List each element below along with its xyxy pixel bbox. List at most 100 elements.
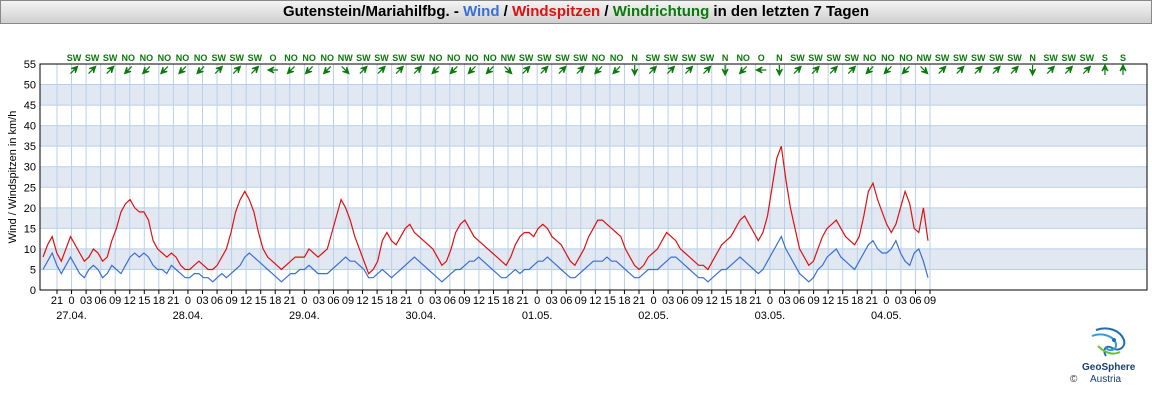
direction-arrow-icon bbox=[1010, 65, 1019, 74]
direction-arrow-icon bbox=[540, 65, 549, 74]
x-tick-label: 0 bbox=[883, 295, 889, 307]
plot-frame bbox=[39, 63, 1148, 291]
y-tick-label: 15 bbox=[24, 223, 36, 235]
x-tick-label: 03 bbox=[80, 295, 92, 307]
x-tick-label: 21 bbox=[866, 295, 878, 307]
direction-arrow-icon bbox=[141, 66, 151, 75]
x-tick-label: 09 bbox=[109, 295, 121, 307]
direction-label: NO bbox=[176, 53, 190, 63]
x-tick-label: 09 bbox=[458, 295, 470, 307]
direction-arrow-icon bbox=[754, 66, 767, 74]
direction-arrow-icon bbox=[738, 66, 748, 75]
day-label: 04.05. bbox=[871, 310, 902, 322]
y-tick-label: 35 bbox=[24, 141, 36, 153]
x-tick-label: 15 bbox=[255, 295, 267, 307]
x-tick-label: 21 bbox=[51, 295, 63, 307]
direction-arrow-icon bbox=[793, 65, 802, 74]
x-tick-label: 03 bbox=[895, 295, 907, 307]
direction-arrow-icon bbox=[865, 66, 874, 75]
direction-label: SW bbox=[103, 53, 118, 63]
direction-label: O bbox=[758, 53, 765, 63]
title-station: Gutenstein/Mariahilfbg. - bbox=[282, 3, 463, 20]
direction-arrow-icon bbox=[666, 65, 676, 74]
x-tick-label: 21 bbox=[749, 295, 761, 307]
y-tick-label: 20 bbox=[24, 203, 36, 215]
direction-label: SW bbox=[356, 53, 371, 63]
direction-arrow-icon bbox=[413, 65, 423, 74]
direction-arrow-icon bbox=[612, 66, 621, 75]
logo-name: GeoSphere bbox=[1082, 362, 1136, 373]
x-tick-label: 18 bbox=[269, 295, 281, 307]
x-tick-label: 12 bbox=[356, 295, 368, 307]
direction-label: SW bbox=[392, 53, 407, 63]
direction-label: NW bbox=[917, 53, 932, 63]
direction-label: NO bbox=[899, 53, 913, 63]
direction-label: SW bbox=[989, 53, 1004, 63]
x-tick-label: 03 bbox=[313, 295, 325, 307]
day-label: 29.04. bbox=[289, 310, 320, 322]
direction-label: NO bbox=[465, 53, 479, 63]
x-tick-label: 18 bbox=[386, 295, 398, 307]
day-label: 27.04. bbox=[56, 310, 87, 322]
direction-label: SW bbox=[1061, 53, 1076, 63]
direction-arrow-icon bbox=[322, 66, 332, 75]
direction-arrow-icon bbox=[286, 66, 295, 75]
x-tick-label: 06 bbox=[677, 295, 689, 307]
x-tick-label: 06 bbox=[95, 295, 107, 307]
direction-label: SW bbox=[519, 53, 534, 63]
direction-label: NO bbox=[122, 53, 136, 63]
x-tick-label: 03 bbox=[429, 295, 441, 307]
direction-arrow-icon bbox=[304, 66, 314, 75]
x-tick-label: 18 bbox=[618, 295, 630, 307]
x-tick-label: 12 bbox=[822, 295, 834, 307]
day-label: 30.04. bbox=[405, 310, 436, 322]
x-tick-label: 09 bbox=[225, 295, 237, 307]
direction-arrow-icon bbox=[504, 66, 513, 75]
direction-arrow-icon bbox=[359, 65, 368, 74]
direction-arrow-icon bbox=[703, 65, 712, 74]
direction-label: SW bbox=[537, 53, 552, 63]
direction-label: S bbox=[1102, 53, 1108, 63]
direction-label: NO bbox=[863, 53, 877, 63]
grid-band bbox=[40, 207, 1147, 229]
direction-arrow-icon bbox=[1029, 65, 1037, 77]
x-tick-label: 18 bbox=[735, 295, 747, 307]
direction-label: SW bbox=[826, 53, 841, 63]
direction-label: SW bbox=[410, 53, 425, 63]
x-tick-label: 06 bbox=[211, 295, 223, 307]
direction-label: NO bbox=[881, 53, 895, 63]
direction-label: SW bbox=[808, 53, 823, 63]
x-tick-label: 09 bbox=[691, 295, 703, 307]
direction-label: SW bbox=[67, 53, 82, 63]
direction-label: SW bbox=[248, 53, 263, 63]
direction-arrow-icon bbox=[214, 65, 224, 74]
direction-label: NO bbox=[140, 53, 154, 63]
x-tick-label: 12 bbox=[706, 295, 718, 307]
y-tick-label: 10 bbox=[24, 244, 36, 256]
x-tick-label: 03 bbox=[662, 295, 674, 307]
x-tick-label: 21 bbox=[400, 295, 412, 307]
x-tick-label: 09 bbox=[924, 295, 936, 307]
direction-arrow-icon bbox=[576, 65, 585, 74]
x-tick-label: 18 bbox=[153, 295, 165, 307]
y-tick-label: 40 bbox=[24, 121, 36, 133]
direction-label: SW bbox=[953, 53, 968, 63]
direction-label: N bbox=[1029, 53, 1036, 63]
direction-arrow-icon bbox=[522, 65, 531, 74]
direction-arrow-icon bbox=[467, 66, 476, 75]
y-tick-label: 25 bbox=[24, 182, 36, 194]
direction-label: SW bbox=[935, 53, 950, 63]
x-tick-label: 06 bbox=[444, 295, 456, 307]
direction-arrow-icon bbox=[1119, 63, 1127, 75]
direction-label: N bbox=[722, 53, 729, 63]
grid-band bbox=[40, 248, 1147, 270]
direction-label: NO bbox=[158, 53, 172, 63]
direction-arrow-icon bbox=[648, 65, 658, 74]
x-tick-label: 0 bbox=[301, 295, 307, 307]
x-tick-label: 15 bbox=[837, 295, 849, 307]
direction-arrow-icon bbox=[449, 66, 458, 75]
x-tick-label: 18 bbox=[502, 295, 514, 307]
x-tick-label: 15 bbox=[487, 295, 499, 307]
direction-arrow-icon bbox=[829, 65, 839, 74]
